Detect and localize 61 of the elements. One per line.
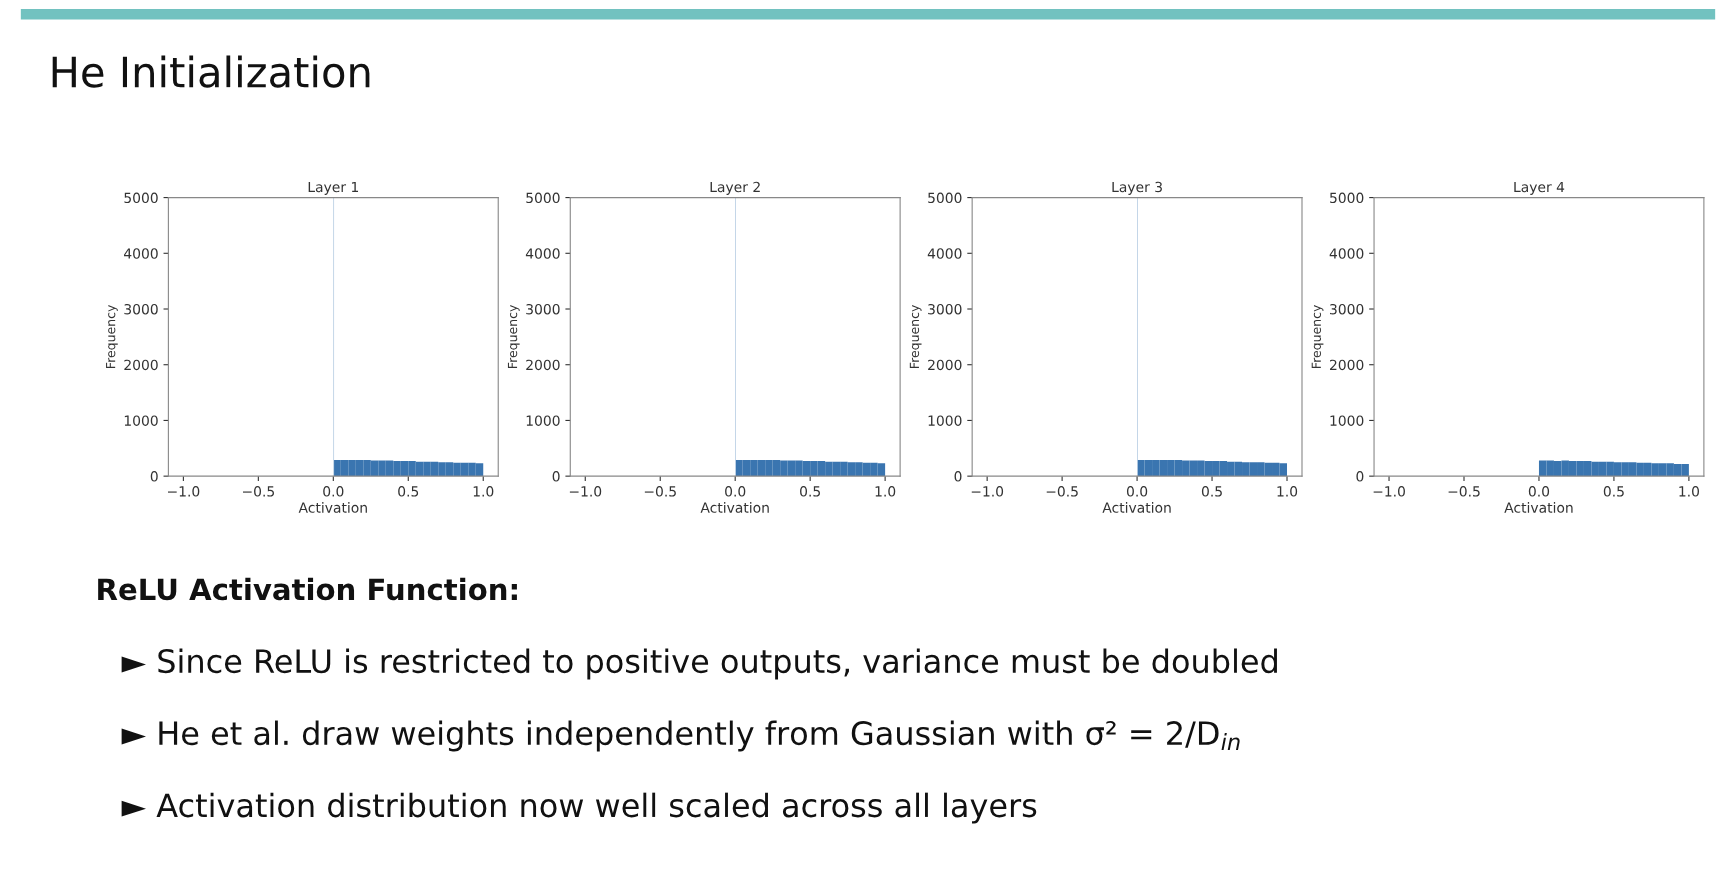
y-axis-title: Frequency xyxy=(106,304,118,368)
x-axis-title: Activation xyxy=(1102,502,1171,513)
text: ReLU Activation Function: xyxy=(98,577,517,601)
text: ► Since ReLU is restricted to positive outputs, variance must be doubled xyxy=(121,648,1277,680)
x-tick-label: 1.0 xyxy=(875,486,896,497)
text: ► He et al. draw weights independently from Gaussian with σ² = 2/D$_{in}$ xyxy=(121,720,1240,752)
y-tick-label: 3000 xyxy=(1330,303,1364,315)
x-tick-label: 0.0 xyxy=(1528,486,1550,497)
text: ► Activation distribution now well scaled across all layers xyxy=(121,792,1037,824)
chart-title: Layer 3 xyxy=(1112,181,1162,195)
y-tick-label: 0 xyxy=(552,471,560,482)
x-tick-label: 1.0 xyxy=(473,486,494,497)
y-tick-label: 2000 xyxy=(526,359,560,371)
y-tick-label: 5000 xyxy=(124,192,158,204)
x-tick-label: −1.0 xyxy=(1373,486,1405,497)
x-axis-title: Activation xyxy=(298,502,367,513)
x-axis-title: Activation xyxy=(700,502,769,513)
x-tick-label: 0.5 xyxy=(1201,486,1222,497)
y-tick-label: 4000 xyxy=(1329,248,1364,259)
y-tick-label: 4000 xyxy=(124,248,158,259)
y-tick-label: 2000 xyxy=(1329,359,1364,371)
y-tick-label: 1000 xyxy=(928,415,962,426)
x-axis-title: Activation xyxy=(1504,502,1573,513)
x-tick-label: −0.5 xyxy=(1448,486,1480,497)
y-axis-title: Frequency xyxy=(507,304,520,368)
y-tick-label: 0 xyxy=(954,471,962,482)
y-tick-label: 1000 xyxy=(526,415,560,426)
y-axis-title: Frequency xyxy=(909,304,922,368)
y-tick-label: 1000 xyxy=(124,415,158,426)
y-tick-label: 1000 xyxy=(1330,415,1364,426)
y-tick-label: 3000 xyxy=(526,303,560,315)
chart-title: Layer 2 xyxy=(710,181,760,195)
y-tick-label: 4000 xyxy=(525,248,560,259)
x-tick-label: 0.5 xyxy=(1603,486,1624,497)
y-tick-label: 3000 xyxy=(928,303,962,315)
x-tick-label: 1.0 xyxy=(1679,486,1700,497)
text: He Initialization xyxy=(52,55,370,88)
x-tick-label: 0.5 xyxy=(800,486,820,497)
x-tick-label: 0.5 xyxy=(398,486,419,497)
y-tick-label: 5000 xyxy=(526,192,560,204)
y-tick-label: 2000 xyxy=(124,359,158,371)
x-tick-label: −0.5 xyxy=(644,486,676,497)
y-tick-label: 3000 xyxy=(124,303,158,315)
x-tick-label: −0.5 xyxy=(1046,486,1078,497)
y-tick-label: 2000 xyxy=(928,359,962,371)
y-tick-label: 0 xyxy=(150,471,158,482)
x-tick-label: −1.0 xyxy=(971,486,1004,497)
x-tick-label: −1.0 xyxy=(569,486,602,497)
x-tick-label: 0.0 xyxy=(725,486,746,497)
chart-title: Layer 4 xyxy=(1514,181,1565,195)
y-tick-label: 5000 xyxy=(1330,192,1364,204)
x-tick-label: 0.0 xyxy=(1126,486,1148,497)
x-tick-label: 1.0 xyxy=(1277,486,1298,497)
x-tick-label: −1.0 xyxy=(167,486,200,497)
y-tick-label: 0 xyxy=(1356,471,1364,482)
y-tick-label: 5000 xyxy=(928,192,962,204)
y-tick-label: 4000 xyxy=(927,248,962,259)
y-axis-title: Frequency xyxy=(1311,304,1324,368)
x-tick-label: 0.0 xyxy=(323,486,344,497)
chart-title: Layer 1 xyxy=(308,181,359,195)
x-tick-label: −0.5 xyxy=(242,486,274,497)
